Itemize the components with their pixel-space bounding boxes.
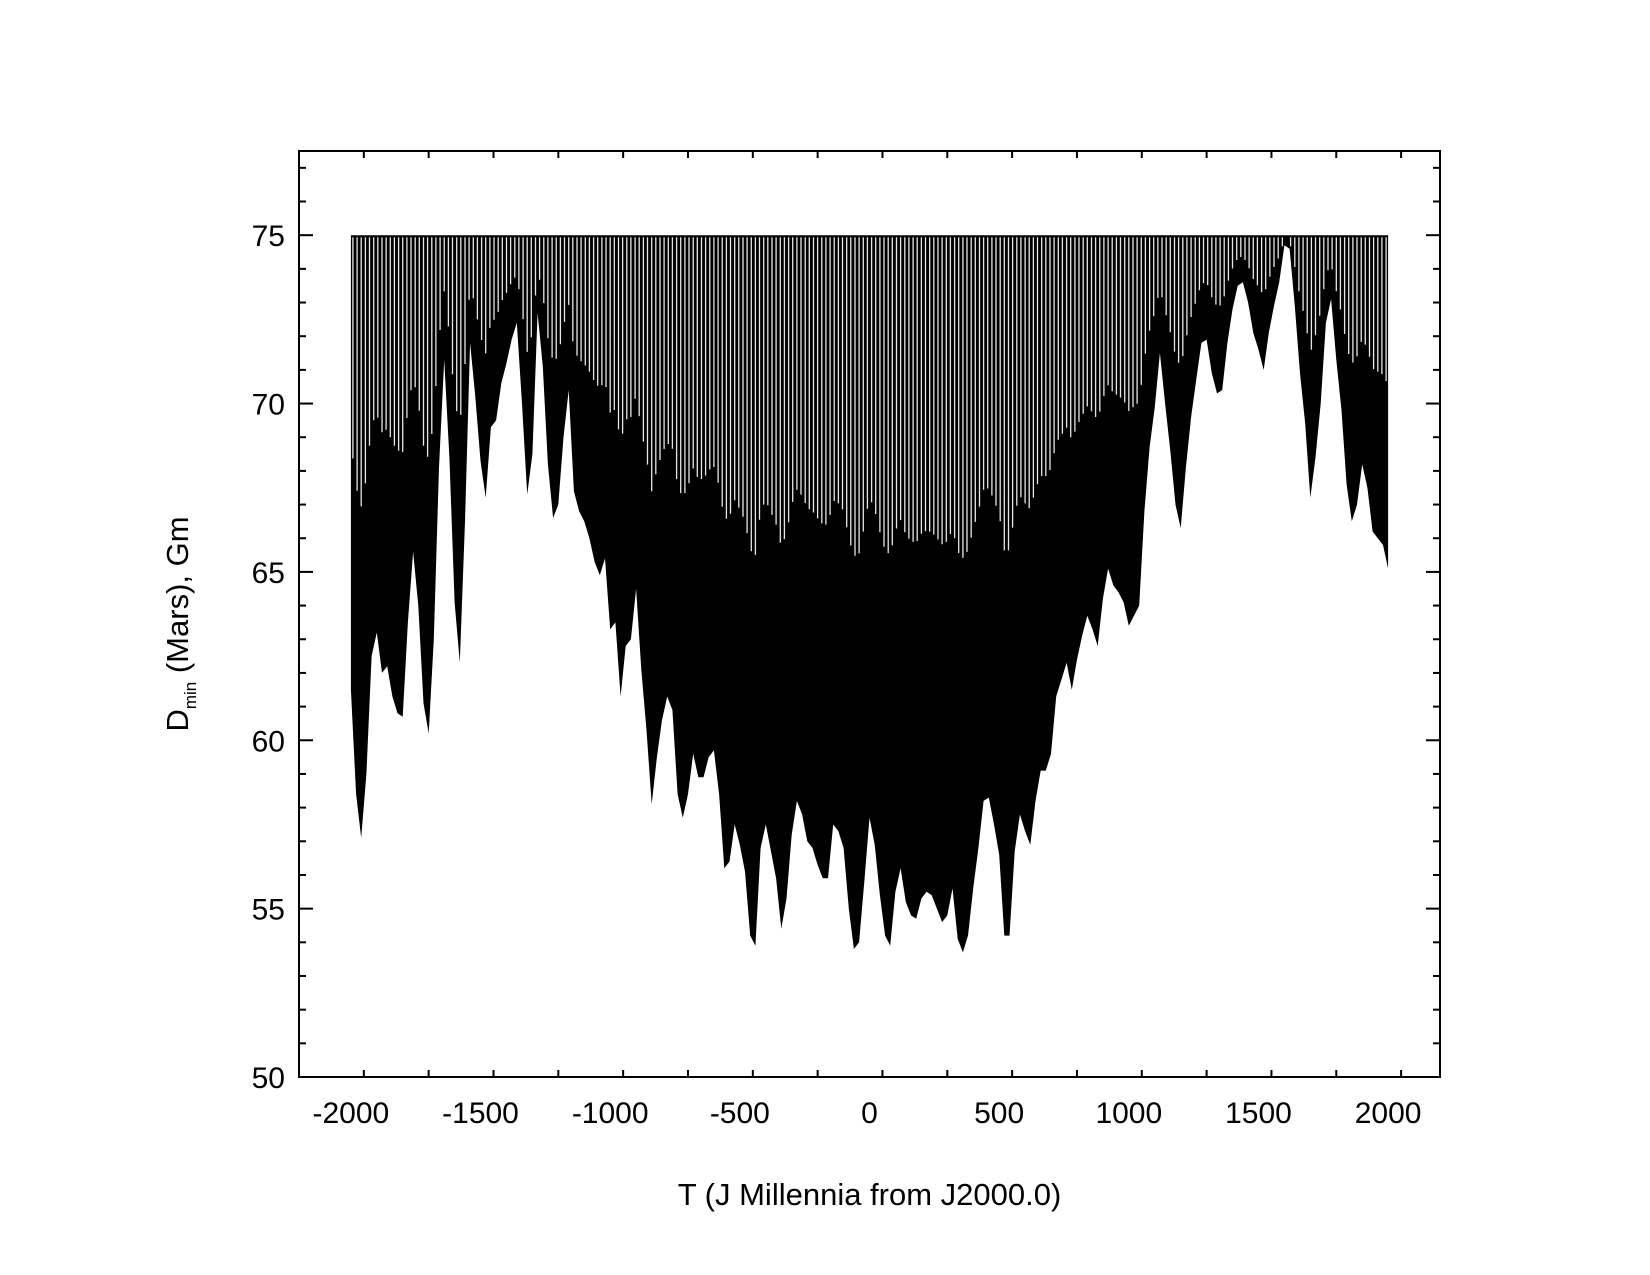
x-tick-label: -500 (710, 1097, 770, 1130)
y-axis-label: Dmin (Mars), Gm (160, 516, 200, 731)
y-tick-label: 50 (252, 1062, 285, 1095)
x-tick-label: -2000 (312, 1097, 389, 1130)
y-tick-label: 75 (252, 220, 285, 253)
y-axis-label-main: D (160, 709, 195, 731)
plot-frame (298, 150, 1441, 1078)
x-tick-label: 500 (974, 1097, 1024, 1130)
data-series (350, 235, 1389, 953)
y-axis-ticks (299, 166, 1440, 1045)
y-tick-label: 65 (252, 557, 285, 590)
x-tick-label: -1500 (442, 1097, 519, 1130)
plot-data (350, 235, 1389, 953)
y-axis-tick-labels: 50 55 60 65 70 75 (252, 220, 285, 1095)
x-axis-ticks (362, 151, 1403, 1077)
y-axis-label-subscript: min (181, 682, 200, 709)
x-tick-label: 2000 (1355, 1097, 1422, 1130)
x-tick-label: 0 (861, 1097, 878, 1130)
data-cycle-lines (352, 237, 1387, 558)
y-tick-label: 55 (252, 894, 285, 927)
y-tick-label: 60 (252, 725, 285, 758)
y-tick-label: 70 (252, 389, 285, 422)
x-axis-tick-labels: -2000 -1500 -1000 -500 0 500 1000 1500 2000 (312, 1097, 1421, 1130)
x-axis-label: T (J Millennia from J2000.0) (678, 1177, 1062, 1212)
x-tick-label: 1500 (1225, 1097, 1292, 1130)
x-tick-label: 1000 (1095, 1097, 1162, 1130)
y-axis-label-rest: (Mars), Gm (160, 516, 195, 681)
x-tick-label: -1000 (572, 1097, 649, 1130)
